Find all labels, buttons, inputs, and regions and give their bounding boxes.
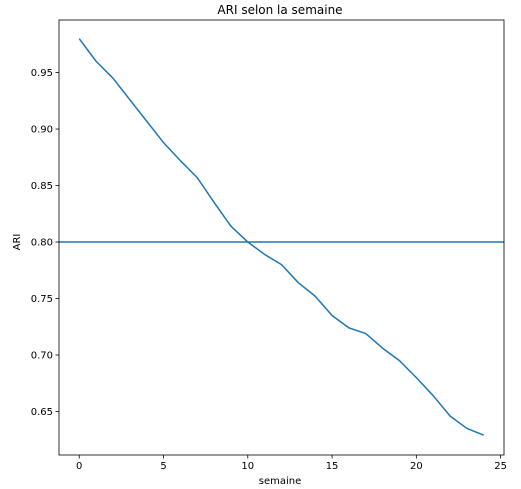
x-tick-label: 20 bbox=[410, 461, 423, 472]
x-tick-label: 5 bbox=[160, 461, 166, 472]
y-tick-label: 0.90 bbox=[31, 125, 53, 136]
y-tick-label: 0.85 bbox=[31, 181, 53, 192]
x-tick-label: 0 bbox=[76, 461, 82, 472]
y-tick-label: 0.70 bbox=[31, 351, 53, 362]
plot-frame bbox=[58, 19, 505, 456]
plot-area: 0 5 10 15 20 25 0.65 0.70 0.75 0.80 0.85 0.90 0.95 bbox=[31, 19, 507, 472]
y-tick-label: 0.80 bbox=[31, 238, 53, 249]
y-tick-label: 0.95 bbox=[31, 68, 53, 79]
x-tick-label: 15 bbox=[326, 461, 339, 472]
series-line-0 bbox=[78, 38, 485, 436]
y-tick-label: 0.75 bbox=[31, 294, 53, 305]
x-tick-label: 10 bbox=[241, 461, 254, 472]
y-tick-label: 0.65 bbox=[31, 407, 53, 418]
y-axis-label: ARI bbox=[12, 234, 23, 251]
x-tick-label: 25 bbox=[494, 461, 507, 472]
x-axis-label: semaine bbox=[259, 476, 302, 487]
chart-title: ARI selon la semaine bbox=[217, 3, 342, 17]
